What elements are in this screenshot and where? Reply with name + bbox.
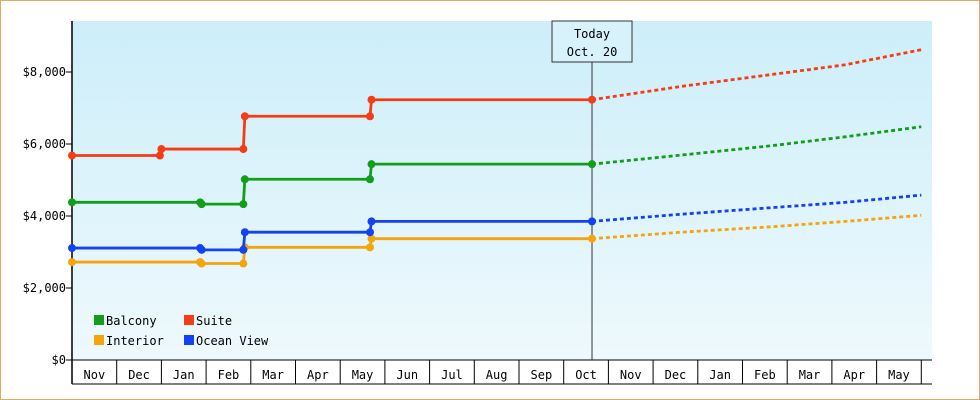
x-tick-label: Aug bbox=[486, 368, 508, 382]
x-tick-label: Jan bbox=[173, 368, 195, 382]
y-tick-label: $4,000 bbox=[23, 209, 66, 223]
data-point-balcony bbox=[366, 175, 374, 184]
data-point-interior bbox=[197, 259, 206, 268]
data-point-interior bbox=[367, 234, 376, 243]
forecast-line-suite bbox=[591, 48, 922, 102]
x-tick-label: Apr bbox=[307, 368, 329, 382]
x-tick-label: Nov bbox=[620, 368, 642, 382]
y-tick-label: $2,000 bbox=[23, 281, 66, 295]
data-point-balcony bbox=[239, 200, 248, 209]
data-point-balcony bbox=[367, 160, 376, 169]
data-point-ocean-view bbox=[367, 217, 376, 226]
x-tick-label: Jun bbox=[396, 368, 418, 382]
today-label: Today bbox=[574, 27, 610, 41]
data-point-suite bbox=[367, 95, 376, 104]
data-point-interior bbox=[588, 234, 597, 243]
y-tick-label: $6,000 bbox=[23, 137, 66, 151]
legend-swatch-interior bbox=[94, 335, 104, 345]
data-point-balcony bbox=[240, 175, 249, 184]
legend-label-balcony: Balcony bbox=[106, 314, 157, 328]
x-tick-label: Mar bbox=[262, 368, 284, 382]
x-tick-label: Mar bbox=[799, 368, 821, 382]
data-point-suite bbox=[240, 112, 249, 121]
data-point-ocean-view bbox=[239, 245, 248, 254]
y-tick-label: $8,000 bbox=[23, 65, 66, 79]
today-box bbox=[551, 20, 633, 63]
forecast-line-interior bbox=[591, 213, 922, 241]
plot-area bbox=[72, 21, 932, 360]
x-tick-label: Feb bbox=[218, 368, 240, 382]
data-point-suite bbox=[157, 145, 166, 154]
data-point-ocean-view bbox=[197, 245, 206, 254]
forecast-line-balcony bbox=[591, 125, 922, 166]
x-tick-label: Jan bbox=[709, 368, 731, 382]
data-point-ocean-view bbox=[588, 217, 597, 226]
x-tick-label: Apr bbox=[843, 368, 865, 382]
x-tick-label: May bbox=[888, 368, 910, 382]
x-tick-label: Dec bbox=[128, 368, 150, 382]
y-tick-label: $0 bbox=[52, 353, 66, 367]
legend-label-suite: Suite bbox=[196, 314, 232, 328]
data-point-suite bbox=[239, 145, 248, 154]
x-tick-label: Feb bbox=[754, 368, 776, 382]
data-point-interior bbox=[366, 243, 374, 252]
x-tick-label: Jul bbox=[441, 368, 463, 382]
data-point-ocean-view bbox=[240, 228, 249, 237]
x-tick-label: Oct bbox=[575, 368, 597, 382]
data-point-interior bbox=[239, 259, 248, 268]
data-point-interior bbox=[68, 258, 76, 267]
data-point-ocean-view bbox=[68, 244, 76, 253]
data-point-suite bbox=[588, 95, 597, 104]
data-point-balcony bbox=[68, 198, 76, 207]
data-point-balcony bbox=[197, 200, 206, 209]
data-point-suite bbox=[68, 151, 76, 160]
x-tick-label: Nov bbox=[84, 368, 106, 382]
data-point-ocean-view bbox=[366, 228, 374, 237]
data-point-suite bbox=[155, 151, 164, 160]
legend-swatch-balcony bbox=[94, 315, 104, 325]
x-tick-label: Dec bbox=[665, 368, 687, 382]
x-tick-label: May bbox=[352, 368, 374, 382]
data-point-balcony bbox=[588, 160, 597, 169]
today-date-label: Oct. 20 bbox=[567, 45, 618, 59]
legend-label-interior: Interior bbox=[106, 334, 164, 348]
legend-label-ocean-view: Ocean View bbox=[196, 334, 269, 348]
legend-swatch-suite bbox=[184, 315, 194, 325]
legend-swatch-ocean-view bbox=[184, 335, 194, 345]
forecast-line-ocean-view bbox=[591, 193, 922, 223]
data-point-suite bbox=[366, 112, 374, 121]
x-tick-label: Sep bbox=[531, 368, 553, 382]
